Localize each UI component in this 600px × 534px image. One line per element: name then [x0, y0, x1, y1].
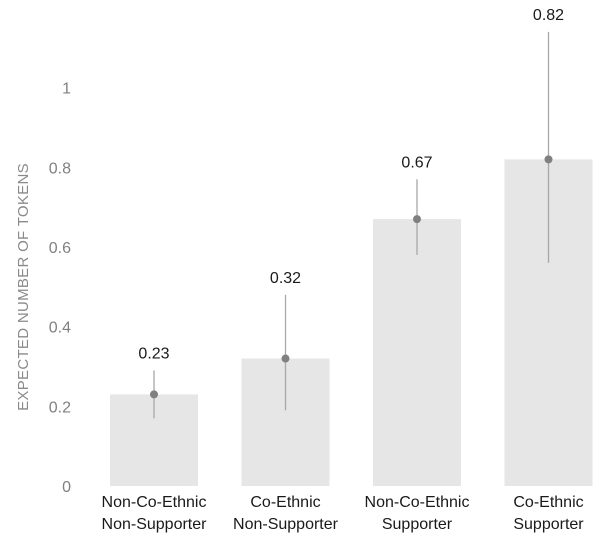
y-tick-label: 0.8: [49, 160, 71, 177]
point-estimate: [544, 155, 553, 164]
x-tick-label: Co-Ethnic: [250, 494, 320, 511]
point-estimate: [281, 354, 290, 363]
y-tick-label: 0.2: [49, 399, 71, 416]
data-label: 0.23: [138, 345, 169, 362]
error-bars: [150, 31, 553, 419]
x-tick-label: Non-Supporter: [102, 516, 208, 533]
x-tick-label: Co-Ethnic: [513, 494, 583, 511]
point-estimate: [413, 215, 421, 224]
y-tick-label: 1: [62, 81, 71, 98]
data-label: 0.82: [533, 7, 564, 24]
x-tick-label: Non-Co-Ethnic: [102, 494, 207, 511]
x-axis-labels: Non-Co-Ethnic Non-Supporter Co-Ethnic Non-S…: [102, 494, 585, 533]
data-label: 0.67: [401, 154, 432, 171]
y-tick-label: 0: [62, 479, 71, 496]
y-tick-label: 0.4: [49, 320, 71, 337]
y-axis-ticks: 0 0.2 0.4 0.6 0.8 1: [49, 81, 71, 496]
data-labels: 0.23 0.32 0.67 0.82: [138, 7, 564, 363]
point-estimate: [150, 390, 158, 399]
x-tick-label: Supporter: [513, 516, 584, 533]
y-tick-label: 0.6: [49, 240, 71, 257]
x-tick-label: Non-Co-Ethnic: [365, 494, 470, 511]
x-tick-label: Supporter: [382, 516, 453, 533]
data-label: 0.32: [270, 270, 301, 287]
bar: [373, 219, 461, 486]
x-tick-label: Non-Supporter: [233, 516, 339, 533]
bars: [110, 159, 593, 486]
y-axis-title: EXPECTED NUMBER OF TOKENS: [15, 163, 32, 411]
